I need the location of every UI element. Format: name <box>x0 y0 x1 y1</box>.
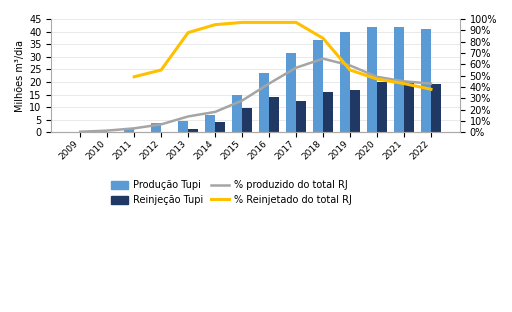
% produzido do total RJ <box>158 123 164 126</box>
Bar <box>124 129 134 132</box>
Bar <box>259 73 269 132</box>
% Reinjetado do total RJ <box>374 77 380 81</box>
Bar <box>188 129 198 132</box>
% produzido do total RJ <box>239 99 245 102</box>
Bar <box>286 53 296 132</box>
% produzido do total RJ <box>131 126 137 130</box>
Bar <box>377 82 387 132</box>
% produzido do total RJ <box>320 57 326 61</box>
Bar <box>215 122 225 132</box>
Bar <box>367 27 377 132</box>
Bar <box>431 85 441 132</box>
Bar <box>269 97 280 132</box>
Bar <box>242 108 252 132</box>
% produzido do total RJ <box>293 66 299 70</box>
% Reinjetado do total RJ <box>293 21 299 24</box>
Bar <box>151 124 161 132</box>
Bar <box>350 90 360 132</box>
% Reinjetado do total RJ <box>266 21 272 24</box>
Legend: Produção Tupi, Reinjeção Tupi, % produzido do total RJ, % Reinjetado do total RJ: Produção Tupi, Reinjeção Tupi, % produzi… <box>111 180 351 205</box>
Bar <box>178 121 188 132</box>
% produzido do total RJ <box>77 130 83 134</box>
Bar <box>340 32 350 132</box>
Bar <box>323 92 333 132</box>
% produzido do total RJ <box>185 115 191 118</box>
% produzido do total RJ <box>266 82 272 85</box>
% produzido do total RJ <box>428 82 434 85</box>
% produzido do total RJ <box>212 110 218 114</box>
% Reinjetado do total RJ <box>428 87 434 91</box>
Bar <box>421 29 431 132</box>
Bar <box>394 27 404 132</box>
Bar <box>232 95 242 132</box>
% produzido do total RJ <box>347 64 353 67</box>
Bar <box>296 101 306 132</box>
% produzido do total RJ <box>374 75 380 79</box>
% Reinjetado do total RJ <box>185 31 191 34</box>
% Reinjetado do total RJ <box>158 68 164 72</box>
% Reinjetado do total RJ <box>347 68 353 72</box>
Line: % produzido do total RJ: % produzido do total RJ <box>80 59 431 132</box>
Bar <box>313 40 323 132</box>
% Reinjetado do total RJ <box>401 82 407 85</box>
% Reinjetado do total RJ <box>131 75 137 79</box>
% Reinjetado do total RJ <box>320 37 326 40</box>
% Reinjetado do total RJ <box>239 21 245 24</box>
% Reinjetado do total RJ <box>212 23 218 27</box>
% produzido do total RJ <box>104 129 110 133</box>
Y-axis label: Milhões m³/dia: Milhões m³/dia <box>15 40 25 112</box>
Bar <box>97 131 107 132</box>
Bar <box>205 115 215 132</box>
% produzido do total RJ <box>401 80 407 83</box>
Bar <box>404 81 414 132</box>
Line: % Reinjetado do total RJ: % Reinjetado do total RJ <box>134 22 431 89</box>
